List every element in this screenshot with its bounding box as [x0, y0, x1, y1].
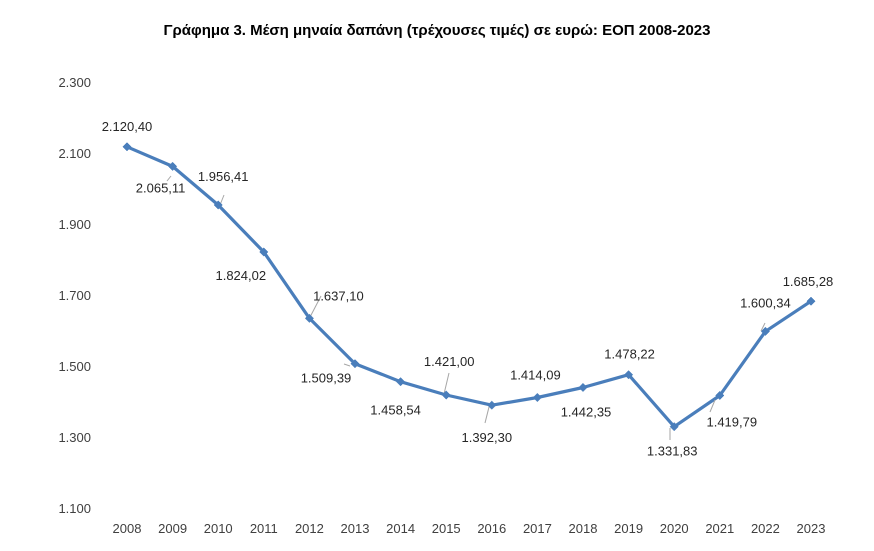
x-tick-label: 2019: [614, 521, 643, 536]
data-point: [259, 247, 269, 257]
data-label: 2.065,11: [136, 180, 186, 195]
x-tick-label: 2011: [250, 521, 278, 536]
series-line: [125, 145, 813, 429]
chart-title: Γράφημα 3. Μέση μηναία δαπάνη (τρέχουσες…: [163, 22, 711, 39]
x-tick-label: 2023: [797, 521, 826, 536]
data-label: 1.600,34: [740, 295, 791, 310]
leader-line: [443, 372, 450, 395]
data-label: 1.419,79: [706, 414, 757, 429]
y-tick-label: 1.700: [58, 288, 91, 303]
x-tick-label: 2015: [432, 521, 461, 536]
y-tick-label: 1.900: [58, 217, 91, 232]
data-label: 1.421,00: [424, 354, 475, 369]
data-label: 1.637,10: [313, 288, 364, 303]
x-tick-label: 2009: [158, 521, 187, 536]
x-tick-label: 2013: [341, 521, 370, 536]
leader-line: [760, 322, 766, 332]
data-point: [487, 400, 497, 410]
data-point: [122, 142, 132, 152]
x-tick-label: 2022: [751, 521, 780, 536]
data-point: [624, 370, 634, 380]
data-point: [304, 313, 314, 323]
data-point: [715, 390, 725, 401]
x-tick-label: 2017: [523, 521, 552, 536]
x-tick-label: 2018: [569, 521, 598, 536]
data-point: [578, 382, 588, 393]
y-tick-label: 2.300: [58, 75, 91, 90]
data-label: 1.509,39: [301, 371, 352, 386]
data-label: 1.478,22: [604, 347, 655, 362]
x-tick-label: 2014: [386, 521, 415, 536]
x-tick-label: 2016: [477, 521, 506, 536]
data-point: [441, 390, 451, 400]
leader-line: [166, 175, 172, 182]
data-label: 1.824,02: [215, 268, 266, 283]
data-label: 1.442,35: [561, 404, 612, 419]
x-tick-label: 2020: [660, 521, 689, 536]
leader-line: [343, 363, 351, 367]
x-tick-label: 2010: [204, 521, 233, 536]
leader-line: [308, 295, 322, 320]
data-label: 2.120,40: [102, 119, 153, 134]
y-tick-label: 1.300: [58, 430, 91, 445]
data-point: [532, 392, 542, 403]
x-tick-label: 2021: [705, 521, 734, 536]
y-tick-label: 1.100: [58, 501, 91, 516]
data-point: [669, 422, 679, 432]
data-point: [806, 296, 816, 306]
data-label: 1.458,54: [370, 403, 421, 418]
x-tick-label: 2012: [295, 521, 324, 536]
data-label: 1.331,83: [647, 444, 698, 459]
data-point: [350, 359, 360, 369]
data-point: [213, 200, 223, 210]
data-label: 1.685,28: [783, 274, 834, 289]
y-tick-label: 1.500: [58, 359, 91, 374]
x-tick-label: 2008: [113, 521, 142, 536]
data-point: [760, 326, 770, 336]
data-label: 1.414,09: [510, 367, 561, 382]
data-point: [396, 377, 406, 387]
y-tick-label: 2.100: [58, 146, 91, 161]
data-point: [168, 161, 178, 171]
data-label: 1.392,30: [461, 430, 512, 445]
data-label: 1.956,41: [198, 169, 249, 184]
leader-line: [709, 399, 716, 413]
